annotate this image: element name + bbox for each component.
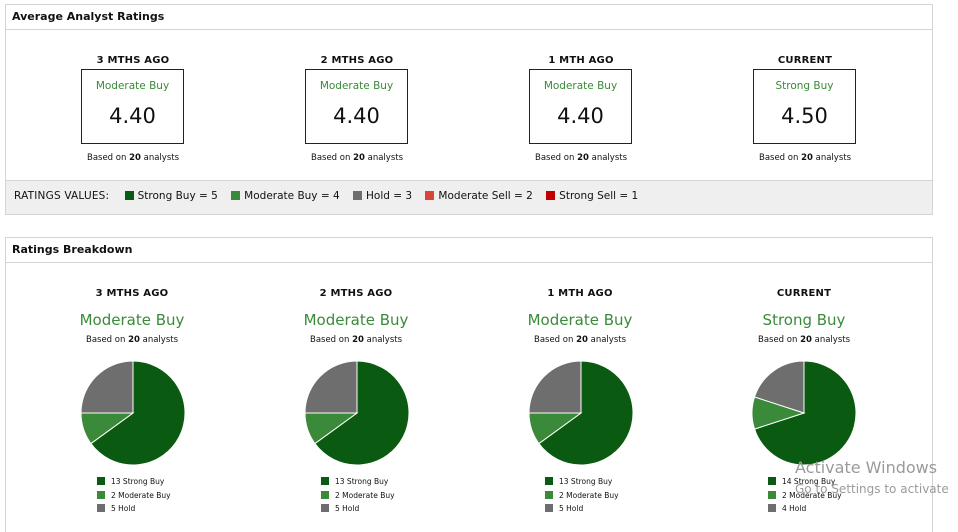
based-on-text: Based on 20 analysts <box>85 335 179 345</box>
based-on-text: Based on 20 analysts <box>310 153 404 163</box>
rating-score: 4.40 <box>109 104 156 128</box>
legend-hold: Hold = 3 <box>353 190 412 202</box>
legend-strong-sell: Strong Sell = 1 <box>546 190 638 202</box>
legend-swatch <box>231 191 241 200</box>
period-label: 3 MTHS AGO <box>96 55 170 66</box>
breakdown-rating: Strong Buy <box>762 311 846 329</box>
based-on-text: Based on 20 analysts <box>86 153 180 163</box>
breakdown-column-current: CURRENT Strong Buy Based on 20 analysts <box>704 288 904 345</box>
based-on-text: Based on 20 analysts <box>534 153 628 163</box>
analyst-count: 20 <box>576 335 588 345</box>
breakdown-column-2mths: 2 MTHS AGO Moderate Buy Based on 20 anal… <box>256 288 456 345</box>
pie-legend-item: 13 Strong Buy <box>321 475 395 489</box>
rating-score: 4.40 <box>557 104 604 128</box>
breakdown-column-1mth: 1 MTH AGO Moderate Buy Based on 20 analy… <box>480 288 680 345</box>
pie-slice-strong-buy <box>314 360 410 466</box>
pie-legend-item: 2 Moderate Buy <box>545 489 619 503</box>
pie-legend-item: 5 Hold <box>97 502 171 516</box>
period-label: CURRENT <box>776 288 832 299</box>
ratings-values-legend: RATINGS VALUES: Strong Buy = 5 Moderate … <box>6 180 932 214</box>
breakdown-column-3mths: 3 MTHS AGO Moderate Buy Based on 20 anal… <box>32 288 232 345</box>
pie-chart-current <box>751 360 857 466</box>
analyst-count: 20 <box>128 335 140 345</box>
analyst-count: 20 <box>577 153 589 163</box>
rating-box-2mths: Moderate Buy 4.40 <box>305 69 408 144</box>
period-label: 1 MTH AGO <box>548 55 614 66</box>
pie-slice-hold <box>80 360 134 414</box>
pie-legend-item: 4 Hold <box>768 502 842 516</box>
pie-legend-item: 5 Hold <box>321 502 395 516</box>
legend-swatch <box>353 191 363 200</box>
legend-swatch <box>124 191 134 200</box>
rating-label: Moderate Buy <box>543 80 618 92</box>
based-on-text: Based on 20 analysts <box>758 153 852 163</box>
period-label: 1 MTH AGO <box>547 288 613 299</box>
pie-chart-2mths <box>304 360 410 466</box>
avg-column-3mths: 3 MTHS AGO <box>33 55 233 66</box>
rating-label: Moderate Buy <box>319 80 394 92</box>
avg-column-2mths: 2 MTHS AGO <box>257 55 457 66</box>
pie-legend-item: 13 Strong Buy <box>97 475 171 489</box>
average-ratings-panel: Average Analyst Ratings 3 MTHS AGO 2 MTH… <box>5 4 933 215</box>
pie-legend-2mths: 13 Strong Buy 2 Moderate Buy 5 Hold <box>321 475 395 516</box>
legend-swatch <box>546 191 556 200</box>
pie-legend-item: 2 Moderate Buy <box>321 489 395 503</box>
ratings-breakdown-title: Ratings Breakdown <box>6 238 932 263</box>
period-label: 2 MTHS AGO <box>320 55 394 66</box>
period-label: 3 MTHS AGO <box>95 288 169 299</box>
pie-legend-1mth: 13 Strong Buy 2 Moderate Buy 5 Hold <box>545 475 619 516</box>
breakdown-rating: Moderate Buy <box>79 311 185 329</box>
rating-box-3mths: Moderate Buy 4.40 <box>81 69 184 144</box>
pie-legend-item: 2 Moderate Buy <box>768 489 842 503</box>
analyst-count: 20 <box>801 153 813 163</box>
analyst-count: 20 <box>352 335 364 345</box>
rating-score: 4.40 <box>333 104 380 128</box>
pie-slice-strong-buy <box>90 360 186 466</box>
pie-legend-current: 14 Strong Buy 2 Moderate Buy 4 Hold <box>768 475 842 516</box>
based-on-text: Based on 20 analysts <box>757 335 851 345</box>
pie-legend-item: 2 Moderate Buy <box>97 489 171 503</box>
rating-score: 4.50 <box>781 104 828 128</box>
legend-title: RATINGS VALUES: <box>14 190 110 202</box>
avg-column-current: CURRENT <box>705 55 905 66</box>
pie-slice-hold <box>528 360 582 414</box>
avg-column-1mth: 1 MTH AGO <box>481 55 681 66</box>
legend-swatch <box>425 191 435 200</box>
period-label: CURRENT <box>777 55 833 66</box>
average-ratings-title: Average Analyst Ratings <box>6 5 932 30</box>
based-on-text: Based on 20 analysts <box>533 335 627 345</box>
pie-legend-item: 13 Strong Buy <box>545 475 619 489</box>
legend-strong-buy: Strong Buy = 5 <box>124 190 218 202</box>
pie-legend-3mths: 13 Strong Buy 2 Moderate Buy 5 Hold <box>97 475 171 516</box>
rating-label: Strong Buy <box>775 80 834 92</box>
analyst-count: 20 <box>353 153 365 163</box>
rating-box-1mth: Moderate Buy 4.40 <box>529 69 632 144</box>
analyst-count: 20 <box>129 153 141 163</box>
pie-chart-1mth <box>528 360 634 466</box>
based-on-text: Based on 20 analysts <box>309 335 403 345</box>
analyst-count: 20 <box>800 335 812 345</box>
pie-slice-strong-buy <box>538 360 634 466</box>
legend-moderate-sell: Moderate Sell = 2 <box>425 190 533 202</box>
pie-legend-item: 14 Strong Buy <box>768 475 842 489</box>
pie-slice-hold <box>304 360 358 414</box>
breakdown-rating: Moderate Buy <box>527 311 633 329</box>
pie-slice-hold <box>753 360 805 414</box>
pie-chart-3mths <box>80 360 186 466</box>
period-label: 2 MTHS AGO <box>319 288 393 299</box>
pie-legend-item: 5 Hold <box>545 502 619 516</box>
legend-moderate-buy: Moderate Buy = 4 <box>231 190 340 202</box>
rating-label: Moderate Buy <box>95 80 170 92</box>
breakdown-rating: Moderate Buy <box>303 311 409 329</box>
rating-box-current: Strong Buy 4.50 <box>753 69 856 144</box>
